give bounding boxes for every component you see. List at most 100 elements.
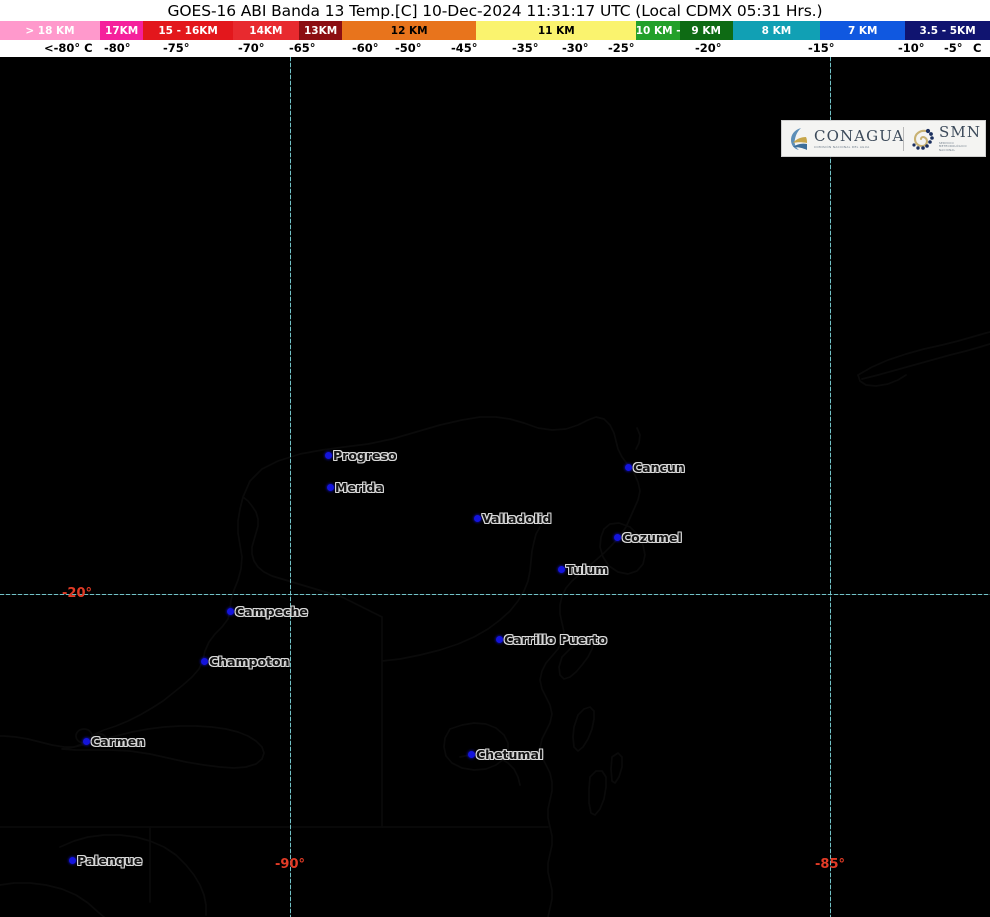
city-dot-icon bbox=[69, 857, 76, 864]
conagua-wordmark: CONAGUA COMISIÓN NACIONAL DEL AGUA bbox=[814, 128, 904, 149]
colorbar-segment-3: 14KM bbox=[232, 21, 299, 40]
city-dot-icon bbox=[558, 566, 565, 573]
gridline-longitude-1 bbox=[830, 57, 831, 917]
colorbar-tick-7: -45° bbox=[451, 41, 478, 55]
colorbar-tick-14: -5° bbox=[944, 41, 963, 55]
colorbar-segment-0: > 18 KM bbox=[0, 21, 100, 40]
colorbar-tick-6: -50° bbox=[395, 41, 422, 55]
city-dot-icon bbox=[83, 738, 90, 745]
colorbar-segment-7: 10 KM - bbox=[636, 21, 680, 40]
satellite-map[interactable]: -20° -90° -85° Progreso Merida Cancun Valladol… bbox=[0, 57, 990, 917]
colorbar-segment-label: 14KM bbox=[249, 24, 283, 37]
colorbar-tick-3: -70° bbox=[238, 41, 265, 55]
colorbar-segment-label: 17KM bbox=[105, 24, 139, 37]
smn-subtitle-line2: METEOROLÓGICO bbox=[939, 144, 967, 149]
colorbar-tick-4: -65° bbox=[289, 41, 316, 55]
grid-coordinate-label: -90° bbox=[275, 857, 305, 872]
city-dot-icon bbox=[625, 464, 632, 471]
gridline-latitude-0 bbox=[0, 594, 990, 595]
smn-spiral-icon bbox=[912, 128, 934, 150]
colorbar-segment-label: 10 KM - bbox=[636, 24, 680, 37]
city-dot-icon bbox=[227, 608, 234, 615]
logo-divider bbox=[903, 126, 904, 151]
colorbar-tick-12: -15° bbox=[808, 41, 835, 55]
smn-name: SMN bbox=[939, 122, 982, 141]
city-dot-icon bbox=[474, 515, 481, 522]
city-label: Champoton bbox=[209, 654, 290, 669]
colorbar-segment-11: 3.5 - 5KM bbox=[905, 21, 990, 40]
city-marker-merida[interactable]: Merida bbox=[327, 480, 384, 495]
colorbar-segment-label: 3.5 - 5KM bbox=[919, 24, 976, 37]
satellite-imagery bbox=[0, 57, 990, 917]
colorbar-segment-label: 7 KM bbox=[847, 24, 878, 37]
colorbar-segment-9: 8 KM bbox=[732, 21, 821, 40]
colorbar-segment-label: 12 KM bbox=[390, 24, 428, 37]
smn-logo: SMN SERVICIO METEOROLÓGICO NACIONAL bbox=[911, 121, 981, 156]
city-label: Merida bbox=[335, 480, 384, 495]
city-marker-champoton[interactable]: Champoton bbox=[201, 654, 290, 669]
colorbar-tick-0: <-80° C bbox=[44, 41, 93, 55]
colorbar-tick-15: C bbox=[973, 41, 982, 55]
colorbar-segment-label: 9 KM bbox=[691, 24, 721, 37]
city-label: Tulum bbox=[566, 562, 609, 577]
colorbar-segment-label: 13KM bbox=[303, 24, 338, 37]
city-dot-icon bbox=[201, 658, 208, 665]
city-label: Campeche bbox=[235, 604, 308, 619]
city-marker-carmen[interactable]: Carmen bbox=[83, 734, 145, 749]
colorbar-segment-10: 7 KM bbox=[820, 21, 906, 40]
colorbar-segment-4: 13KM bbox=[298, 21, 343, 40]
colorbar-segment-label: 11 KM bbox=[537, 24, 575, 37]
conagua-wave-icon bbox=[791, 127, 807, 150]
smn-subtitle-line3: NACIONAL bbox=[939, 147, 956, 152]
city-label: Carrillo Puerto bbox=[504, 632, 607, 647]
colorbar-segment-6: 11 KM bbox=[476, 21, 637, 40]
city-dot-icon bbox=[325, 452, 332, 459]
city-marker-progreso[interactable]: Progreso bbox=[325, 448, 397, 463]
city-label: Progreso bbox=[333, 448, 397, 463]
colorbar-segment-2: 15 - 16KM bbox=[143, 21, 233, 40]
smn-subtitle-line1: SERVICIO bbox=[939, 140, 954, 145]
colorbar-segment-label: 8 KM bbox=[761, 24, 792, 37]
city-label: Chetumal bbox=[476, 747, 544, 762]
smn-subtitle: SERVICIO METEOROLÓGICO NACIONAL bbox=[939, 140, 981, 152]
city-dot-icon bbox=[496, 636, 503, 643]
title-bar: GOES-16 ABI Banda 13 Temp.[C] 10-Dec-202… bbox=[0, 0, 990, 21]
colorbar-segment-label: 15 - 16KM bbox=[158, 24, 218, 37]
city-label: Cozumel bbox=[622, 530, 682, 545]
city-label: Palenque bbox=[77, 853, 143, 868]
city-label: Cancun bbox=[633, 460, 685, 475]
city-label: Valladolid bbox=[482, 511, 552, 526]
grid-coordinate-label: -20° bbox=[62, 586, 92, 601]
city-marker-cancun[interactable]: Cancun bbox=[625, 460, 685, 475]
colorbar-segment-5: 12 KM bbox=[342, 21, 477, 40]
city-marker-chetumal[interactable]: Chetumal bbox=[468, 747, 543, 762]
city-marker-palenque[interactable]: Palenque bbox=[69, 853, 142, 868]
colorbar-tick-8: -35° bbox=[512, 41, 539, 55]
colorbar-tick-13: -10° bbox=[898, 41, 925, 55]
page-title: GOES-16 ABI Banda 13 Temp.[C] 10-Dec-202… bbox=[167, 1, 823, 20]
colorbar-tick-11: -20° bbox=[695, 41, 722, 55]
city-marker-campeche[interactable]: Campeche bbox=[227, 604, 308, 619]
city-dot-icon bbox=[614, 534, 621, 541]
colorbar-tick-1: -80° bbox=[104, 41, 131, 55]
colorbar-tick-5: -60° bbox=[352, 41, 379, 55]
city-marker-cozumel[interactable]: Cozumel bbox=[614, 530, 682, 545]
colorbar-tick-9: -30° bbox=[562, 41, 589, 55]
city-marker-tulum[interactable]: Tulum bbox=[558, 562, 608, 577]
colorbar-segment-8: 9 KM bbox=[679, 21, 733, 40]
smn-wordmark: SMN SERVICIO METEOROLÓGICO NACIONAL bbox=[939, 122, 982, 152]
gridline-longitude-0 bbox=[290, 57, 291, 917]
colorbar-tick-2: -75° bbox=[163, 41, 190, 55]
conagua-logo: CONAGUA COMISIÓN NACIONAL DEL AGUA bbox=[788, 121, 903, 156]
city-marker-carrillo-puerto[interactable]: Carrillo Puerto bbox=[496, 632, 607, 647]
colorbar-tick-labels: <-80° C -80° -75° -70° -65° -60° -50° -45° -35° -… bbox=[0, 40, 990, 57]
colorbar-tick-10: -25° bbox=[608, 41, 635, 55]
grid-coordinate-label: -85° bbox=[815, 857, 845, 872]
city-marker-valladolid[interactable]: Valladolid bbox=[474, 511, 551, 526]
colorbar-segment-label: > 18 KM bbox=[25, 24, 75, 37]
agency-logo: CONAGUA COMISIÓN NACIONAL DEL AGUA SMN S… bbox=[781, 120, 986, 157]
city-dot-icon bbox=[468, 751, 475, 758]
colorbar-legend: > 18 KM 17KM 15 - 16KM 14KM 13KM 12 KM 11 KM 10… bbox=[0, 21, 990, 40]
colorbar-segment-1: 17KM bbox=[99, 21, 144, 40]
city-label: Carmen bbox=[91, 734, 146, 749]
